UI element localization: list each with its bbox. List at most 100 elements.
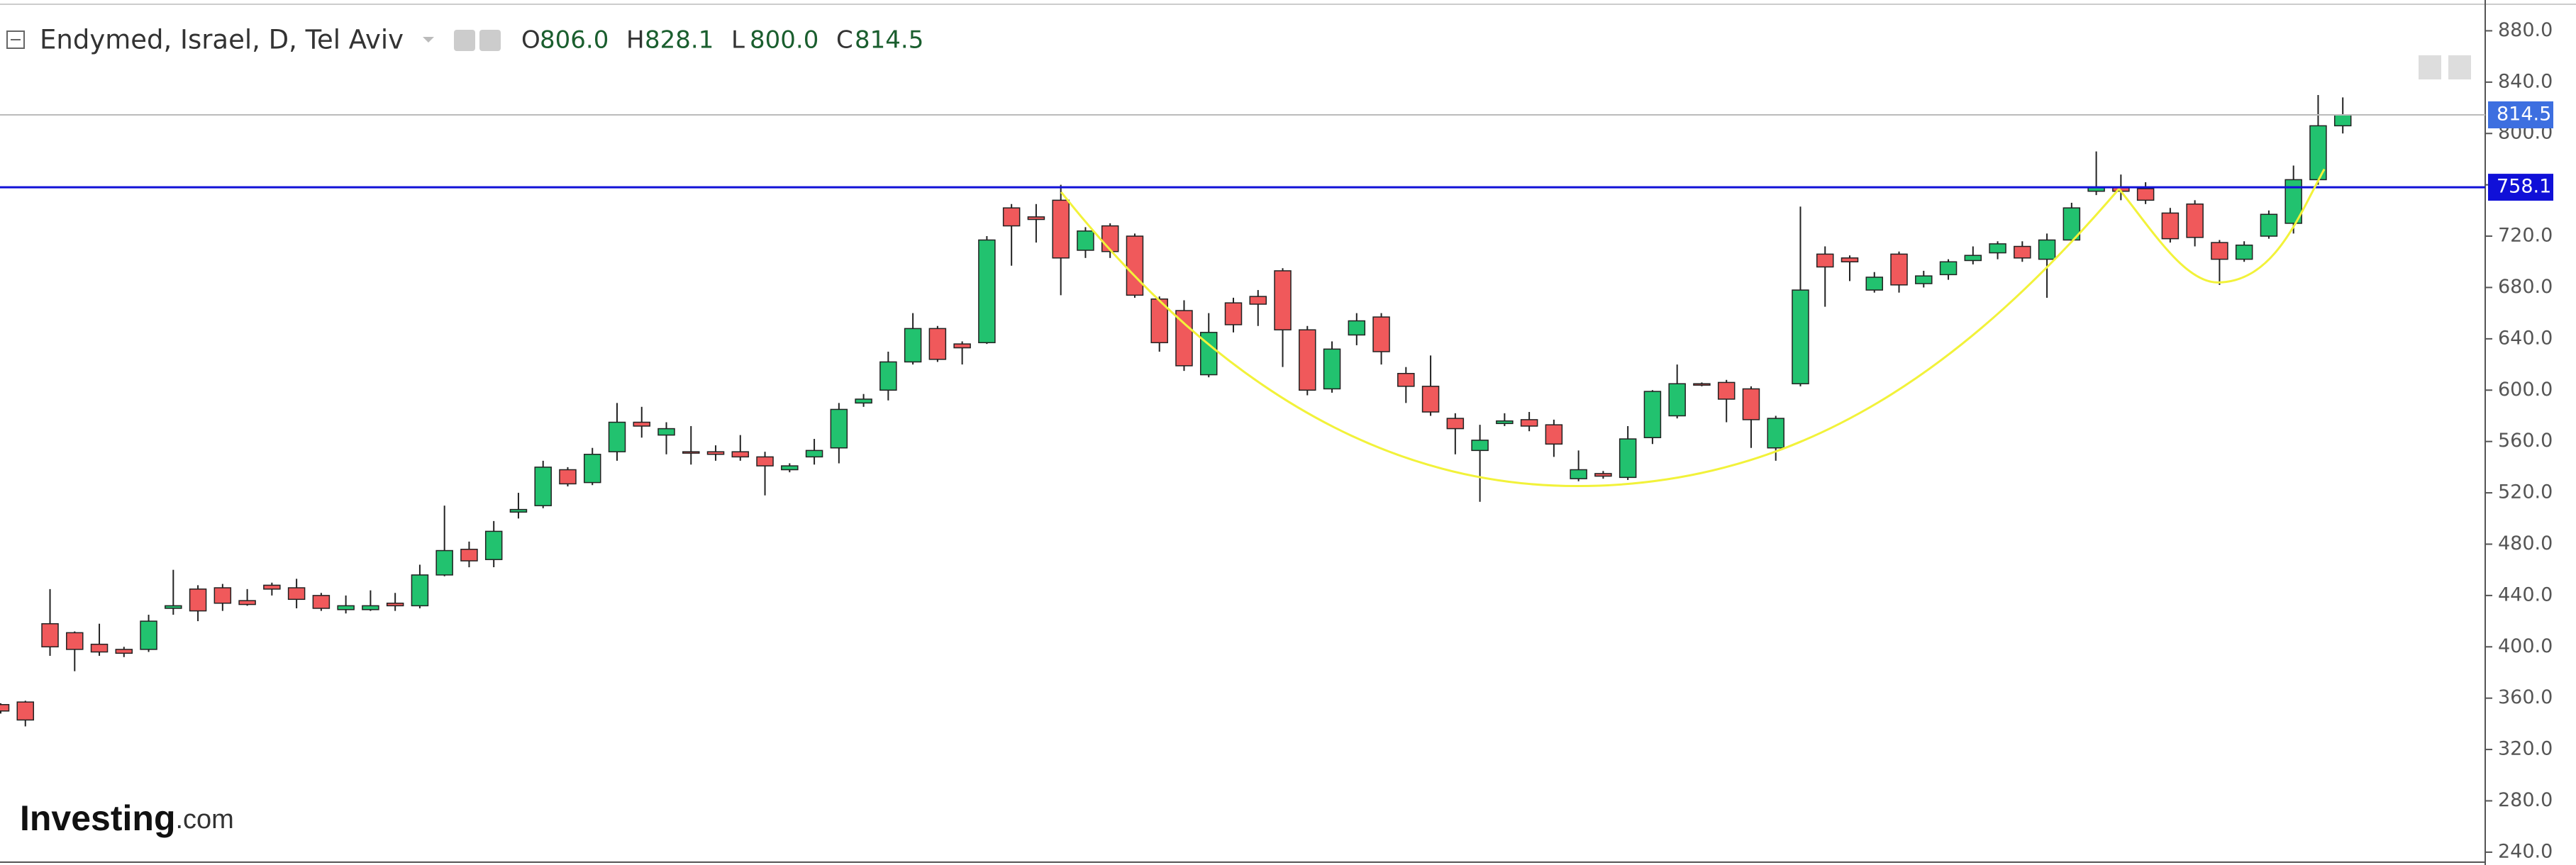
- candle-body: [1520, 419, 1538, 427]
- symbol-dropdown[interactable]: [423, 37, 434, 43]
- candle-body: [1668, 383, 1686, 417]
- candle-body: [189, 588, 207, 612]
- y-tick-label: 520.0: [2498, 481, 2553, 503]
- candle-body: [435, 549, 453, 576]
- candle-body: [2260, 213, 2278, 237]
- candle-body: [583, 454, 601, 484]
- candle-body: [1421, 386, 1440, 413]
- y-tick-label: 440.0: [2498, 584, 2553, 606]
- candle-body: [1619, 438, 1637, 479]
- candle-body: [1126, 235, 1144, 296]
- candle-body: [1717, 381, 1736, 400]
- ohlc-key: O: [521, 26, 540, 55]
- candle-body: [1989, 243, 2006, 254]
- ohlc-value: 814.5: [855, 26, 923, 55]
- candle-body: [2161, 212, 2180, 240]
- candle-body: [1939, 261, 1958, 276]
- settings-button[interactable]: [479, 30, 501, 51]
- candle-body: [953, 343, 971, 349]
- candle-body: [1199, 332, 1218, 376]
- candle-body: [1446, 418, 1465, 430]
- horizontal-line-tag: [2488, 174, 2553, 201]
- candle-body: [2014, 245, 2031, 259]
- y-tick-label: 680.0: [2498, 276, 2553, 298]
- y-tick-label: 400.0: [2498, 635, 2553, 657]
- ohlc-key: L: [731, 26, 745, 55]
- candle-body: [1471, 440, 1489, 452]
- candle-body: [855, 398, 872, 404]
- candle-body: [287, 587, 306, 601]
- y-tick-label: 720.0: [2498, 225, 2553, 247]
- cup-curve: [1060, 188, 2120, 488]
- y-tick-label: 600.0: [2498, 379, 2553, 401]
- y-tick-label: 480.0: [2498, 532, 2553, 554]
- candle-body: [1027, 216, 1045, 221]
- candle-body: [682, 451, 700, 454]
- candle-body: [904, 328, 922, 363]
- candle-body: [1348, 320, 1366, 336]
- candle-body: [2186, 203, 2204, 238]
- candle-body: [805, 450, 823, 458]
- ohlc-legend: O 806.0 H 828.1 L 800.0 C 814.5: [521, 26, 923, 55]
- candle-body: [1274, 270, 1292, 330]
- candle-body: [1224, 302, 1243, 325]
- candle-body: [657, 428, 675, 436]
- candle-body: [928, 328, 947, 360]
- candle-body: [1150, 298, 1168, 344]
- candle-body: [16, 701, 35, 721]
- candle-body: [386, 602, 404, 607]
- candle-body: [1890, 253, 1908, 286]
- candle-body: [66, 632, 84, 650]
- scroll-up-button[interactable]: [2448, 55, 2471, 79]
- candle-body: [0, 703, 10, 712]
- candle-body: [1841, 257, 1859, 263]
- candle-body: [879, 361, 897, 391]
- candle-body: [2136, 188, 2155, 201]
- candle-body: [978, 239, 996, 344]
- candle-body: [115, 649, 133, 654]
- symbol-title: Endymed, Israel, D, Tel Aviv: [40, 25, 404, 55]
- candle-body: [2284, 179, 2302, 224]
- candle-body: [1816, 253, 1834, 268]
- candle-body: [1594, 473, 1612, 477]
- logo-main: Investing: [20, 798, 175, 838]
- candle-body: [1545, 424, 1563, 445]
- ohlc-value: 806.0: [540, 26, 609, 55]
- candle-body: [165, 605, 182, 609]
- collapse-button[interactable]: [6, 30, 25, 49]
- candle-body: [1299, 329, 1316, 391]
- candle-body: [1002, 207, 1021, 227]
- candle-body: [1077, 230, 1094, 251]
- candle-body: [1372, 316, 1390, 352]
- ohlc-key: H: [626, 26, 645, 55]
- ohlc-key: C: [836, 26, 853, 55]
- visibility-button[interactable]: [454, 30, 475, 51]
- horizontal-line-label: 758.1: [2497, 176, 2551, 198]
- y-tick-label: 320.0: [2498, 738, 2553, 760]
- candle-body: [2211, 242, 2228, 260]
- candle-body: [337, 605, 355, 610]
- logo: Investing.com: [20, 798, 234, 838]
- candle-body: [238, 600, 256, 606]
- candle-body: [2038, 239, 2056, 260]
- candle-body: [411, 574, 429, 607]
- candle-body: [1865, 277, 1884, 291]
- y-tick-label: 280.0: [2498, 789, 2553, 811]
- scroll-down-button[interactable]: [2419, 55, 2441, 79]
- candle-body: [756, 456, 774, 467]
- candle-body: [731, 451, 750, 458]
- candle-body: [2235, 244, 2253, 260]
- candle-body: [1101, 225, 1119, 252]
- candle-body: [90, 643, 109, 653]
- plot-area: [0, 94, 2485, 727]
- candle-body: [263, 584, 281, 590]
- candle-body: [41, 623, 59, 648]
- candle-body: [781, 465, 799, 471]
- last-price-tag: [2488, 101, 2553, 129]
- candle-body: [1792, 289, 1809, 384]
- candle-body: [362, 605, 379, 610]
- candle-body: [1323, 348, 1341, 390]
- candle-body: [509, 508, 528, 513]
- candle-body: [460, 548, 478, 562]
